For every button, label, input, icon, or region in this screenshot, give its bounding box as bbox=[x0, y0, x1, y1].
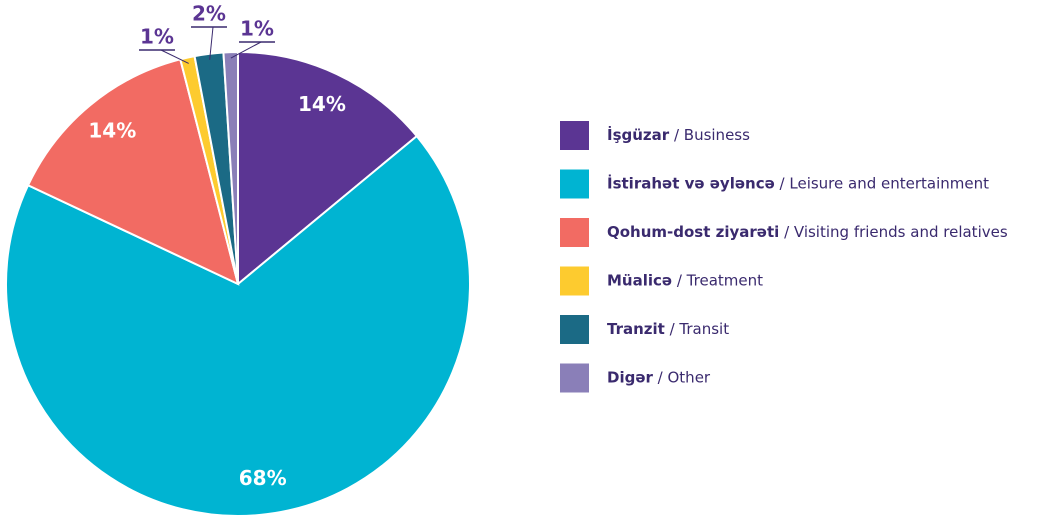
pie-slice bbox=[222, 50, 239, 285]
value-label: 2% bbox=[192, 2, 226, 26]
legend-swatch bbox=[560, 121, 589, 150]
value-label: 1% bbox=[240, 17, 274, 41]
value-label: 1% bbox=[140, 25, 174, 49]
leader-line bbox=[230, 41, 262, 59]
legend-label: Müalicə / Treatment bbox=[607, 271, 763, 289]
legend-swatch bbox=[560, 315, 589, 344]
legend-swatch bbox=[560, 363, 589, 393]
value-label: 14% bbox=[298, 92, 346, 116]
legend-label: Qohum-dost ziyarəti / Visiting friends a… bbox=[607, 223, 1008, 241]
legend-label: Tranzit / Transit bbox=[607, 320, 729, 338]
leader-line bbox=[209, 26, 214, 60]
legend-swatch bbox=[560, 218, 589, 247]
value-label: 68% bbox=[239, 466, 287, 490]
pie-slice bbox=[26, 58, 240, 286]
pie-slice bbox=[237, 50, 419, 287]
pie-slice bbox=[5, 134, 471, 517]
legend-label: İstirahət və əyləncə / Leisure and enter… bbox=[607, 173, 989, 192]
value-label: 14% bbox=[88, 119, 136, 143]
leader-line bbox=[160, 49, 189, 64]
legend-label: İşgüzar / Business bbox=[607, 125, 750, 144]
legend-label: Digər / Other bbox=[607, 368, 711, 386]
legend-swatch bbox=[560, 169, 589, 199]
legend-swatch bbox=[560, 266, 589, 296]
